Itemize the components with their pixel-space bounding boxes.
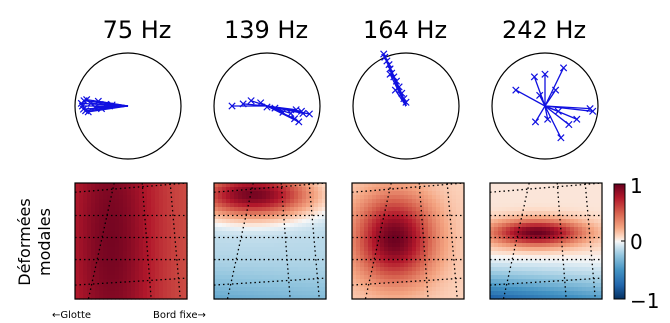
- phasor-line: [544, 105, 570, 126]
- ylabel-line2: modales: [35, 208, 54, 276]
- phasor-point: [383, 57, 391, 65]
- mesh-line: [351, 182, 465, 193]
- mesh-line: [87, 182, 115, 300]
- heatmap-frame: [213, 182, 327, 300]
- mesh-line: [502, 182, 530, 300]
- polar-title-75: 75 Hz: [103, 16, 172, 44]
- phasor-point: [295, 118, 303, 126]
- mesh-line: [141, 182, 152, 300]
- polar-plot-242: [491, 52, 599, 160]
- mesh-line: [226, 182, 254, 300]
- phasor-point: [512, 86, 520, 94]
- mesh-line: [74, 277, 188, 286]
- heatmap-242: [489, 182, 603, 300]
- mesh-line: [213, 277, 327, 286]
- phasor-point: [263, 103, 271, 111]
- phasor-point: [551, 86, 560, 94]
- phasor-point: [108, 101, 116, 109]
- phasor-point: [102, 100, 110, 109]
- label-bord-fixe: Bord fixe→: [153, 310, 206, 321]
- mesh-line: [351, 277, 465, 286]
- heatmap-frame: [489, 182, 603, 300]
- phasor-point: [228, 102, 236, 110]
- phasor-line: [544, 105, 559, 112]
- phasor-point: [589, 107, 597, 115]
- label-glotte: ←Glotte: [52, 310, 91, 321]
- phasor-point: [536, 91, 544, 100]
- mesh-line: [280, 182, 291, 300]
- mesh-line: [364, 182, 392, 300]
- phasor-point: [541, 70, 549, 78]
- polar-title-242: 242 Hz: [502, 16, 586, 44]
- polar-plot-139: [213, 52, 321, 160]
- phasor-line: [394, 89, 407, 107]
- mesh-line: [418, 182, 429, 300]
- phasor-point: [247, 97, 255, 105]
- phasor-line: [534, 105, 546, 123]
- phasor-point: [290, 115, 299, 123]
- phasor-point: [94, 97, 102, 105]
- mesh-line: [213, 182, 327, 193]
- colorbar-tick-min: −1: [630, 289, 659, 313]
- mesh-line: [74, 182, 188, 193]
- phasor-line: [266, 105, 302, 112]
- phasor-point: [544, 115, 552, 123]
- mesh-line: [446, 182, 458, 300]
- phasor-line: [544, 105, 549, 120]
- phasor-point: [257, 99, 265, 107]
- phasor-point: [559, 64, 568, 72]
- polar-title-139: 139 Hz: [224, 16, 308, 44]
- phasor-point: [391, 86, 400, 94]
- phasor-point: [386, 70, 394, 78]
- phasor-point: [531, 118, 540, 126]
- phasor-point: [530, 73, 539, 81]
- phasor-line: [515, 89, 546, 107]
- phasor-line: [544, 105, 562, 139]
- phasor-line: [539, 95, 546, 107]
- polar-title-164: 164 Hz: [363, 16, 447, 44]
- phasor-point: [305, 110, 314, 118]
- heatmap-164: [351, 182, 465, 300]
- colorbar-tick-zero: 0: [630, 230, 643, 254]
- phasor-point: [297, 107, 306, 115]
- phasor-line: [544, 89, 557, 107]
- mesh-line: [489, 182, 603, 193]
- heatmap-frame: [74, 182, 188, 300]
- polar-plot-164: [352, 50, 460, 160]
- phasor-line: [112, 104, 129, 107]
- mesh-line: [489, 277, 603, 286]
- phasor-point: [557, 134, 565, 142]
- mesh-line: [308, 182, 320, 300]
- mesh-line: [556, 182, 567, 300]
- phasor-point: [565, 120, 573, 129]
- phasor-point: [390, 73, 398, 81]
- phasor-point: [239, 100, 247, 108]
- phasor-line: [544, 67, 565, 107]
- heatmap-75: [74, 182, 188, 300]
- phasor-point: [573, 115, 581, 123]
- phasor-point: [84, 108, 92, 116]
- phasor-point: [386, 65, 394, 73]
- ylabel-line1: Déformées: [15, 198, 34, 286]
- phasor-point: [381, 53, 389, 61]
- mesh-line: [584, 182, 596, 300]
- phasor-point: [554, 107, 562, 115]
- phasor-point: [385, 61, 393, 69]
- colorbar-tick-max: 1: [630, 174, 643, 198]
- phasor-point: [91, 103, 99, 111]
- mesh-line: [169, 182, 181, 300]
- heatmap-139: [213, 182, 327, 300]
- phasor-line: [266, 105, 295, 120]
- phasor-point: [402, 98, 410, 106]
- phasor-line: [544, 105, 593, 112]
- polar-plot-75: [74, 52, 182, 160]
- phasor-line: [389, 73, 407, 107]
- heatmap-frame: [351, 182, 465, 300]
